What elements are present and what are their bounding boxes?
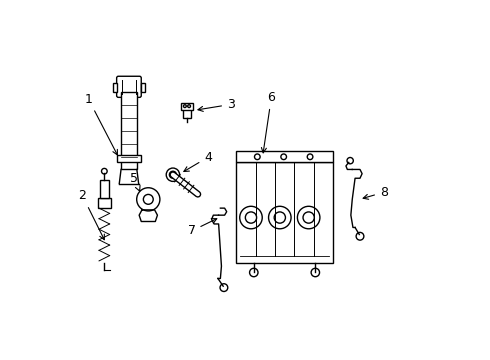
- Circle shape: [249, 268, 258, 277]
- Circle shape: [240, 206, 262, 229]
- Circle shape: [307, 154, 313, 159]
- Bar: [100, 180, 109, 198]
- Bar: [236, 162, 333, 263]
- Text: 3: 3: [198, 98, 235, 111]
- Circle shape: [311, 268, 319, 277]
- Text: 4: 4: [184, 150, 212, 171]
- Text: 2: 2: [78, 189, 104, 240]
- Circle shape: [269, 206, 291, 229]
- Bar: [236, 151, 333, 162]
- Circle shape: [183, 105, 186, 108]
- Bar: [183, 104, 191, 118]
- Circle shape: [356, 233, 364, 240]
- Text: 5: 5: [130, 172, 140, 191]
- Circle shape: [144, 194, 153, 204]
- Text: 7: 7: [188, 219, 217, 238]
- Text: 1: 1: [85, 93, 118, 155]
- Bar: [141, 83, 145, 92]
- Bar: [117, 156, 141, 162]
- Bar: [113, 83, 117, 92]
- Text: 8: 8: [363, 186, 388, 199]
- Circle shape: [303, 212, 314, 223]
- Circle shape: [281, 154, 287, 159]
- Bar: [98, 198, 111, 208]
- Circle shape: [274, 212, 286, 223]
- Circle shape: [297, 206, 320, 229]
- Circle shape: [347, 157, 353, 164]
- Circle shape: [188, 105, 191, 108]
- Bar: [121, 92, 137, 170]
- Circle shape: [166, 168, 180, 181]
- Circle shape: [254, 154, 260, 159]
- Circle shape: [220, 284, 228, 292]
- Circle shape: [245, 212, 257, 223]
- FancyBboxPatch shape: [117, 76, 141, 97]
- Text: 6: 6: [262, 91, 275, 153]
- Bar: [181, 103, 194, 110]
- Circle shape: [101, 168, 107, 174]
- Circle shape: [170, 171, 176, 178]
- Circle shape: [137, 188, 160, 211]
